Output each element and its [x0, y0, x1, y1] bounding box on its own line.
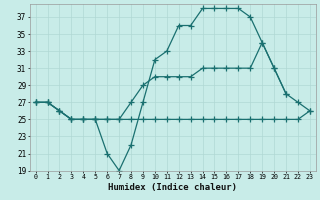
X-axis label: Humidex (Indice chaleur): Humidex (Indice chaleur)	[108, 183, 237, 192]
